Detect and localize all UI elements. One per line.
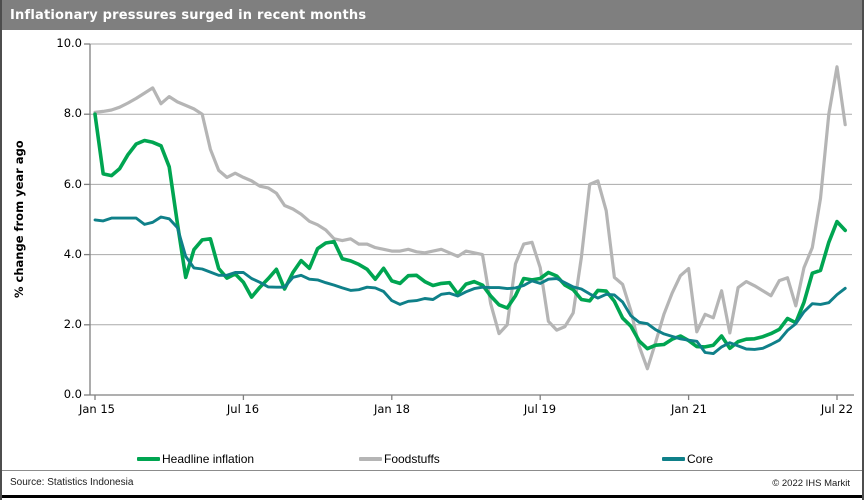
y-tick-label: 8.0 <box>63 106 82 120</box>
legend-item-foodstuffs: Foodstuffs <box>359 452 440 466</box>
legend-label: Core <box>687 452 714 466</box>
copyright-text: © 2022 IHS Markit <box>772 478 850 489</box>
foodstuffs-line <box>93 65 847 371</box>
x-tick-label: Jan 21 <box>670 402 708 416</box>
y-tick-label: 6.0 <box>63 177 82 191</box>
core-legend-swatch <box>662 457 685 461</box>
x-tick-label: Jul 22 <box>820 402 854 416</box>
footer-divider <box>2 470 862 471</box>
headline-inflation-line <box>93 112 848 351</box>
x-tick-label: Jul 19 <box>523 402 557 416</box>
y-tick-label: 2.0 <box>63 317 82 331</box>
y-tick-label: 0.0 <box>63 387 82 401</box>
chart-title-bar: Inflationary pressures surged in recent … <box>2 0 862 30</box>
x-tick-label: Jan 15 <box>78 402 116 416</box>
headline-legend-swatch <box>137 457 160 461</box>
foodstuffs-legend-swatch <box>359 457 382 461</box>
legend-item-headline: Headline inflation <box>137 452 254 466</box>
legend-item-core: Core <box>662 452 713 466</box>
x-tick-label: Jan 18 <box>373 402 411 416</box>
legend-label: Foodstuffs <box>384 452 440 466</box>
legend-label: Headline inflation <box>162 452 255 466</box>
plot-area <box>84 43 854 400</box>
y-tick-label: 4.0 <box>63 247 82 261</box>
chart-title: Inflationary pressures surged in recent … <box>10 7 367 23</box>
core-line <box>93 215 847 356</box>
x-tick-label: Jul 16 <box>226 402 260 416</box>
y-tick-label: 10.0 <box>56 36 82 50</box>
bottom-border <box>2 495 862 498</box>
source-text: Source: Statistics Indonesia <box>10 477 134 488</box>
